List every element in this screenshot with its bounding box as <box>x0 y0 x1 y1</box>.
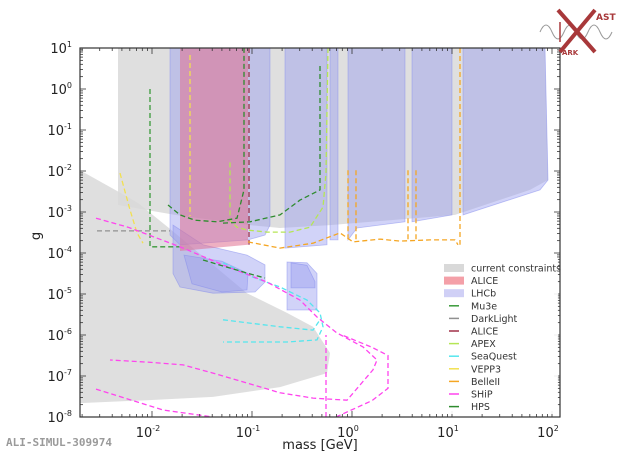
region-lhcb-8 <box>286 261 318 311</box>
legend-item-seaquest-line: SeaQuest <box>449 352 517 363</box>
logo-text-bottom: ARK <box>562 49 579 57</box>
legend-label: ALICE <box>471 276 498 287</box>
region-lhcb-5 <box>462 48 549 216</box>
legend-item-alice-region: ALICE <box>444 276 498 287</box>
plot-frame <box>79 47 561 418</box>
line-vepp3-0 <box>119 172 144 244</box>
shaded-regions <box>80 48 549 404</box>
legend-swatch <box>444 289 464 298</box>
x-tick-label: 101 <box>437 424 459 441</box>
watermark-id: ALI-SIMUL-309974 <box>6 436 112 449</box>
legend-item-vepp3-line: VEPP3 <box>449 364 501 375</box>
legend-label: LHCb <box>471 289 496 300</box>
legend-label: APEX <box>471 339 496 350</box>
legend-swatch <box>444 264 464 272</box>
legend: current constraintsALICELHCbMu3eDarkLigh… <box>438 258 561 414</box>
line-ship-3 <box>335 334 389 417</box>
legend-item-ship-line: SHiP <box>449 390 493 401</box>
y-axis-label: g <box>29 232 44 240</box>
x-tick-label: 100 <box>337 424 359 441</box>
legend-label: VEPP3 <box>471 364 501 375</box>
x-tick-label: 102 <box>537 424 559 441</box>
legend-item-belleii-line: BelleII <box>449 377 500 388</box>
legend-label: Mu3e <box>471 301 497 312</box>
legend-swatch <box>444 276 464 285</box>
legend-item-lhcb-region: LHCb <box>444 289 496 300</box>
x-axis-label: mass [GeV] <box>282 438 357 453</box>
legend-label: current constraints <box>471 264 561 275</box>
legend-label: ALICE <box>471 327 498 338</box>
legend-item-darklight-line: DarkLight <box>449 314 518 325</box>
legend-item-apex-line: APEX <box>449 339 496 350</box>
projection-lines <box>95 48 461 417</box>
region-lhcb-7 <box>183 254 249 293</box>
y-tick-label: 101 <box>50 40 72 57</box>
line-belleii-0 <box>247 232 459 249</box>
legend-label: SeaQuest <box>471 352 517 363</box>
region-alice-0 <box>180 48 248 251</box>
y-tick-label: 100 <box>50 81 72 98</box>
y-tick-label: 10-1 <box>47 122 72 139</box>
region-lhcb-4 <box>411 48 453 223</box>
y-tick-label: 10-8 <box>47 409 72 426</box>
y-tick-label: 10-2 <box>47 163 72 180</box>
region-lhcb-1 <box>284 48 328 249</box>
y-tick-label: 10-4 <box>47 245 72 262</box>
legend-label: BelleII <box>471 377 500 388</box>
region-lhcb-3 <box>347 48 406 242</box>
legend-item-alice-line: ALICE <box>449 327 498 338</box>
logo-text-top: AST <box>596 13 616 23</box>
line-seaquest-1 <box>222 319 321 331</box>
legend-item-current-constraints-region: current constraints <box>444 264 561 275</box>
legend-label: SHiP <box>471 390 493 401</box>
legend-item-mu3e-line: Mu3e <box>449 301 497 312</box>
line-hps-2 <box>202 259 266 279</box>
y-tick-label: 10-7 <box>47 368 72 385</box>
y-tick-label: 10-6 <box>47 327 72 344</box>
legend-item-hps-line: HPS <box>449 402 490 413</box>
x-tick-label: 10-1 <box>236 424 261 441</box>
line-mu3e-0 <box>149 89 180 248</box>
legend-label: HPS <box>471 402 490 413</box>
region-lhcb-2 <box>329 48 339 241</box>
y-tick-label: 10-5 <box>47 286 72 303</box>
legend-label: DarkLight <box>471 314 518 325</box>
logo: AST ARK <box>539 8 616 57</box>
region-lhcb-9 <box>290 262 316 289</box>
x-tick-label: 10-2 <box>136 424 161 441</box>
region-current-constraints-1 <box>80 170 330 404</box>
y-tick-label: 10-3 <box>47 204 72 221</box>
line-ship-0 <box>95 217 378 401</box>
